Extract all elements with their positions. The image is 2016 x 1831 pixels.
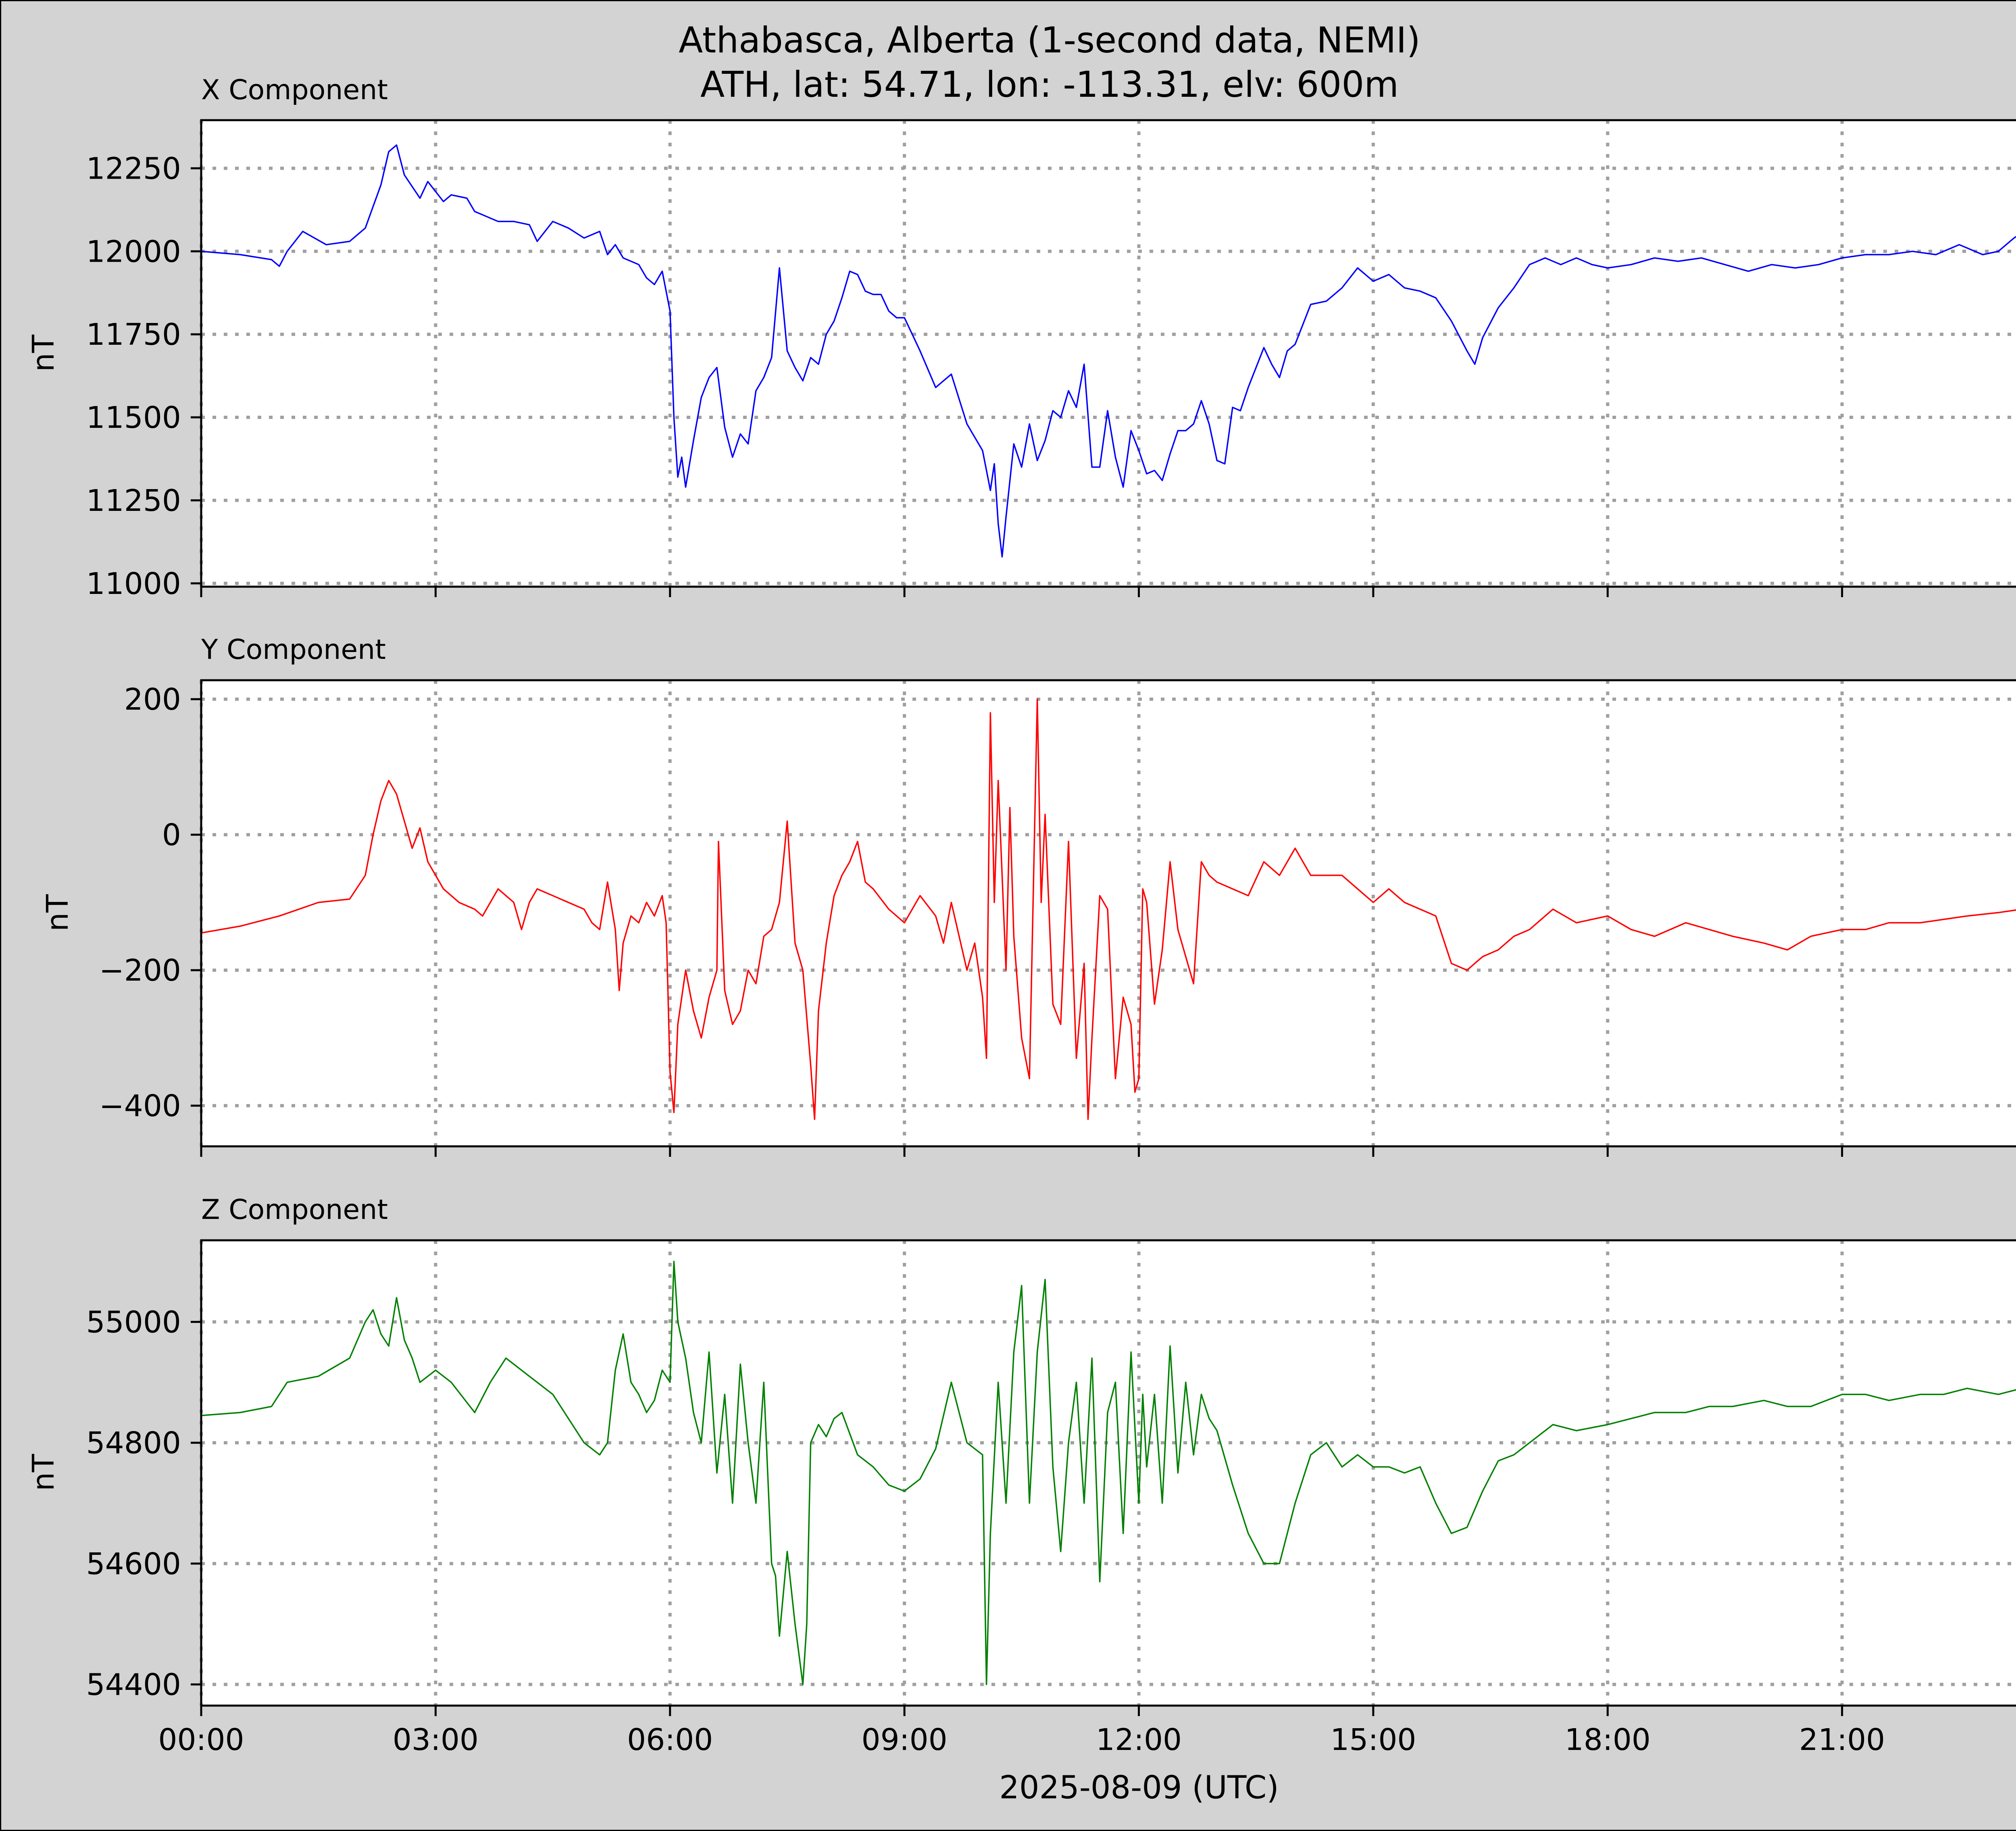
y-tick-label: 54600 bbox=[86, 1547, 181, 1581]
chart-title: Athabasca, Alberta (1-second data, NEMI) bbox=[679, 19, 1420, 61]
y-tick-label: −400 bbox=[99, 1089, 181, 1123]
y-tick-label: 0 bbox=[162, 818, 181, 852]
plot-area bbox=[200, 119, 2016, 588]
x-component-panel: X Component nT 11000 11250 11500 11750 12000… bbox=[26, 74, 2016, 601]
y-tick-label: 12000 bbox=[86, 234, 181, 269]
y-tick-label: 55000 bbox=[86, 1305, 181, 1339]
y-tick-label: 11250 bbox=[86, 483, 181, 518]
x-tick-label: 06:00 bbox=[627, 1723, 713, 1757]
plot-area bbox=[200, 1239, 2016, 1707]
y-tick-label: 11750 bbox=[86, 317, 181, 352]
y-tick-label: 200 bbox=[124, 682, 181, 717]
y-tick-label: 11500 bbox=[86, 400, 181, 435]
y-axis-label: nT bbox=[40, 894, 75, 931]
x-tick-label: 00:00 bbox=[158, 1723, 244, 1757]
x-axis-label: 2025-08-09 (UTC) bbox=[999, 1770, 1279, 1806]
y-tick-label: 11000 bbox=[86, 567, 181, 601]
y-tick-label: 54400 bbox=[86, 1668, 181, 1702]
x-tick-label: 15:00 bbox=[1330, 1723, 1416, 1757]
plot-border bbox=[200, 119, 2016, 588]
y-tick-label: −200 bbox=[99, 953, 181, 988]
z-component-panel: Z Component nT 00:00 03:00 06:00 09:00 12:00… bbox=[26, 1194, 2016, 1757]
plot-border bbox=[200, 679, 2016, 1148]
y-component-panel: Y Component nT −400 −200 0 200 bbox=[40, 634, 2016, 1157]
series-line bbox=[201, 1260, 2016, 1685]
plot-border bbox=[200, 1239, 2016, 1707]
x-tick-label: 12:00 bbox=[1096, 1723, 1182, 1757]
series-line bbox=[201, 144, 2016, 558]
panel-title: X Component bbox=[201, 74, 388, 106]
y-axis-label: nT bbox=[26, 334, 61, 372]
series-line bbox=[201, 698, 2016, 1120]
x-tick-label: 21:00 bbox=[1799, 1723, 1885, 1757]
y-axis-label: nT bbox=[26, 1454, 61, 1491]
x-tick-label: 03:00 bbox=[393, 1723, 479, 1757]
panel-title: Z Component bbox=[201, 1194, 388, 1226]
chart-subtitle: ATH, lat: 54.71, lon: -113.31, elv: 600m bbox=[700, 64, 1399, 105]
x-tick-label: 18:00 bbox=[1565, 1723, 1651, 1757]
y-tick-label: 54800 bbox=[86, 1426, 181, 1460]
y-tick-label: 12250 bbox=[86, 151, 181, 186]
plot-area bbox=[200, 679, 2016, 1148]
panel-title: Y Component bbox=[201, 634, 386, 666]
x-tick-label: 09:00 bbox=[861, 1723, 947, 1757]
